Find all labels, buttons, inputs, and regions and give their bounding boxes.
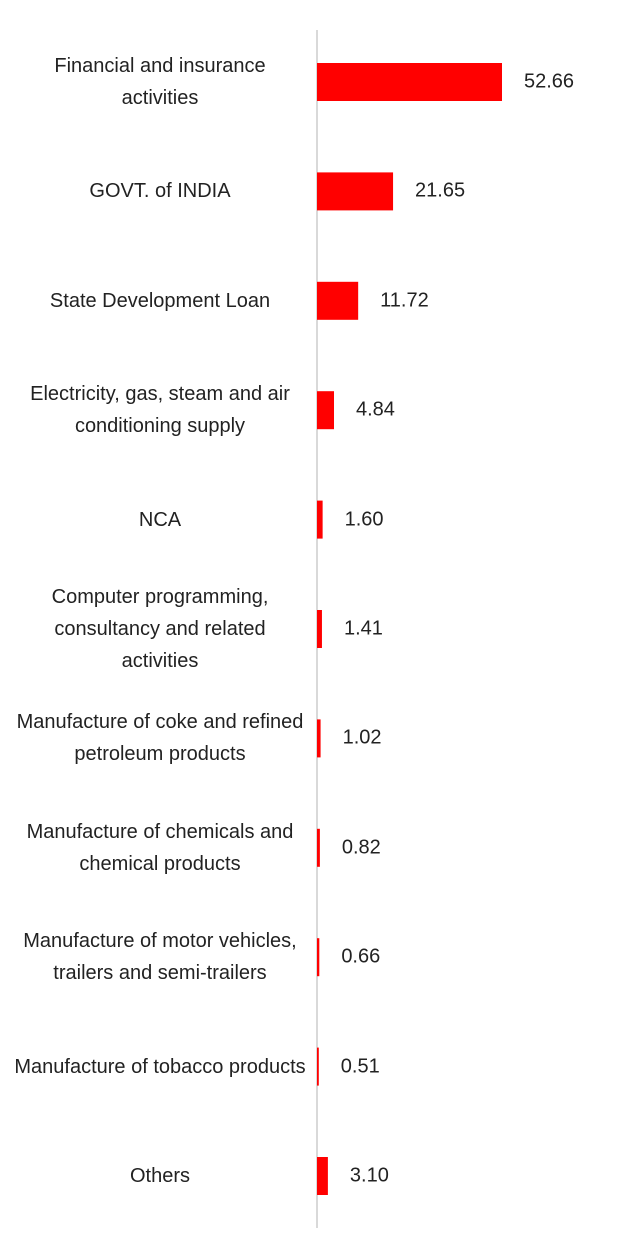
category-label: Financial and insurance activities: [54, 55, 266, 109]
value-label: 1.02: [342, 726, 382, 749]
bar: [317, 1047, 319, 1086]
value-label: 0.82: [341, 836, 381, 859]
category-label: Manufacture of tobacco products: [14, 1055, 306, 1078]
bar: [317, 938, 320, 977]
bar: [317, 172, 394, 211]
value-label: 1.60: [344, 508, 384, 531]
bar: [317, 828, 320, 867]
category-label: State Development Loan: [49, 289, 271, 312]
value-label: 21.65: [415, 179, 466, 202]
category-label: NCA: [138, 508, 182, 531]
bar: [317, 63, 502, 101]
category-label: Others: [129, 1165, 191, 1187]
value-label: 3.10: [349, 1164, 389, 1187]
category-label: Computer programming, consultancy and re…: [51, 586, 269, 672]
bar: [317, 1157, 328, 1195]
value-label: 52.66: [524, 70, 575, 93]
value-label: 11.72: [380, 289, 429, 312]
bar: [317, 610, 322, 648]
bar: [317, 281, 359, 320]
value-label: 0.66: [341, 945, 381, 968]
category-label: Manufacture of motor vehicles, trailers …: [23, 930, 297, 985]
bar: [317, 500, 323, 539]
value-label: 1.41: [343, 617, 383, 640]
category-label: Manufacture of chemicals and chemical pr…: [26, 820, 294, 875]
value-label: 0.51: [340, 1055, 380, 1078]
category-label: Electricity, gas, steam and air conditio…: [30, 383, 290, 438]
category-label: Manufacture of coke and refined petroleu…: [16, 711, 304, 766]
bar: [317, 391, 335, 430]
value-label: 4.84: [356, 398, 395, 421]
category-label: GOVT. of INDIA: [89, 180, 231, 203]
bar: [317, 719, 321, 758]
